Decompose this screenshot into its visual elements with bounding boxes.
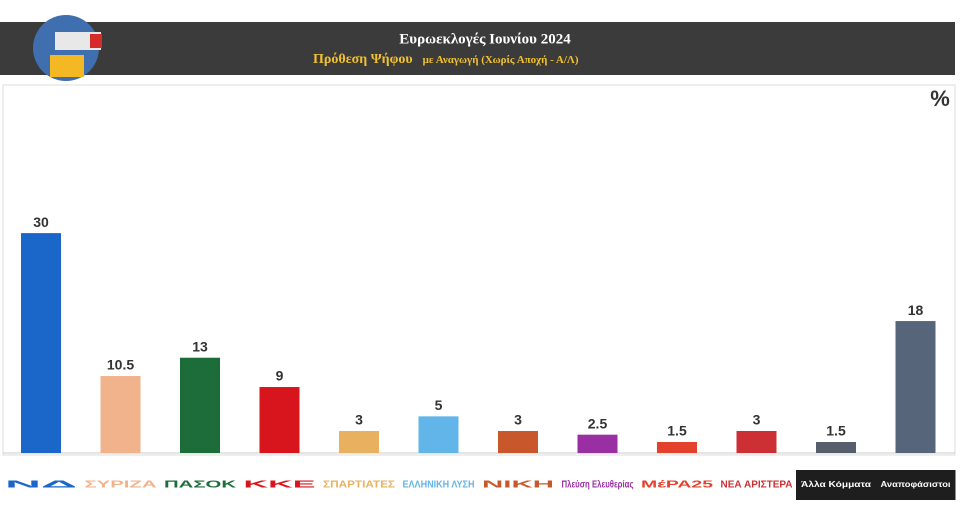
value-label: 3 — [355, 412, 363, 428]
value-label: 30 — [33, 214, 49, 230]
category-label: Πλεύση Ελευθερίας — [562, 480, 634, 491]
category-box — [875, 470, 956, 500]
bar — [21, 233, 61, 453]
logo-hand — [55, 32, 101, 50]
value-label: 1.5 — [667, 423, 687, 439]
logo-card — [90, 34, 102, 48]
bar — [816, 442, 856, 453]
value-label: 1.5 — [826, 423, 846, 439]
bar — [498, 431, 538, 453]
category-label: ΜέΡΑ25 — [641, 480, 714, 491]
bar — [180, 357, 220, 453]
value-label: 2.5 — [588, 415, 608, 431]
bar — [339, 431, 379, 453]
subtitle-main: Πρόθεση Ψήφου — [313, 52, 413, 67]
bar — [577, 434, 618, 453]
chart-title: Ευρωεκλογές Ιουνίου 2024 — [399, 31, 571, 47]
category-label: ΝΔ — [5, 480, 77, 491]
value-label: 10.5 — [107, 357, 134, 373]
bar — [418, 416, 459, 453]
category-label: Άλλα Κόμματα — [801, 480, 871, 489]
header-bar — [0, 22, 955, 75]
bar — [657, 442, 697, 453]
value-label: 13 — [192, 338, 208, 354]
category-label: ΝΕΑ ΑΡΙΣΤΕΡΑ — [721, 480, 793, 491]
bar — [895, 321, 936, 453]
category-label: ΝΙΚΗ — [482, 480, 554, 491]
subtitle-note: με Αναγωγή (Χωρίς Αποχή - Α/Λ) — [423, 54, 579, 66]
category-label: ΕΛΛΗΝΙΚΗ ΛΥΣΗ — [403, 480, 475, 491]
logo-box — [50, 55, 84, 77]
bar — [736, 431, 777, 453]
value-label: 18 — [908, 302, 924, 318]
category-label: ΚΚΕ — [244, 480, 317, 491]
value-label: 3 — [514, 412, 522, 428]
value-label: 9 — [276, 368, 284, 384]
category-label: ΣΠΑΡΤΙΑΤΕΣ — [323, 480, 395, 491]
bar — [259, 387, 300, 453]
category-label: ΣΥΡΙΖΑ — [85, 480, 157, 491]
unit-label: % — [930, 86, 950, 111]
value-label: 3 — [753, 412, 761, 428]
bar — [100, 376, 141, 453]
plot-area — [2, 84, 956, 456]
value-label: 5 — [435, 397, 443, 413]
category-label: ΠΑΣΟΚ — [164, 480, 238, 491]
subtitle: Πρόθεση Ψήφου με Αναγωγή (Χωρίς Αποχή - … — [313, 51, 579, 68]
category-box — [796, 470, 876, 500]
category-label: Αναποφάσιστοι — [881, 480, 951, 489]
